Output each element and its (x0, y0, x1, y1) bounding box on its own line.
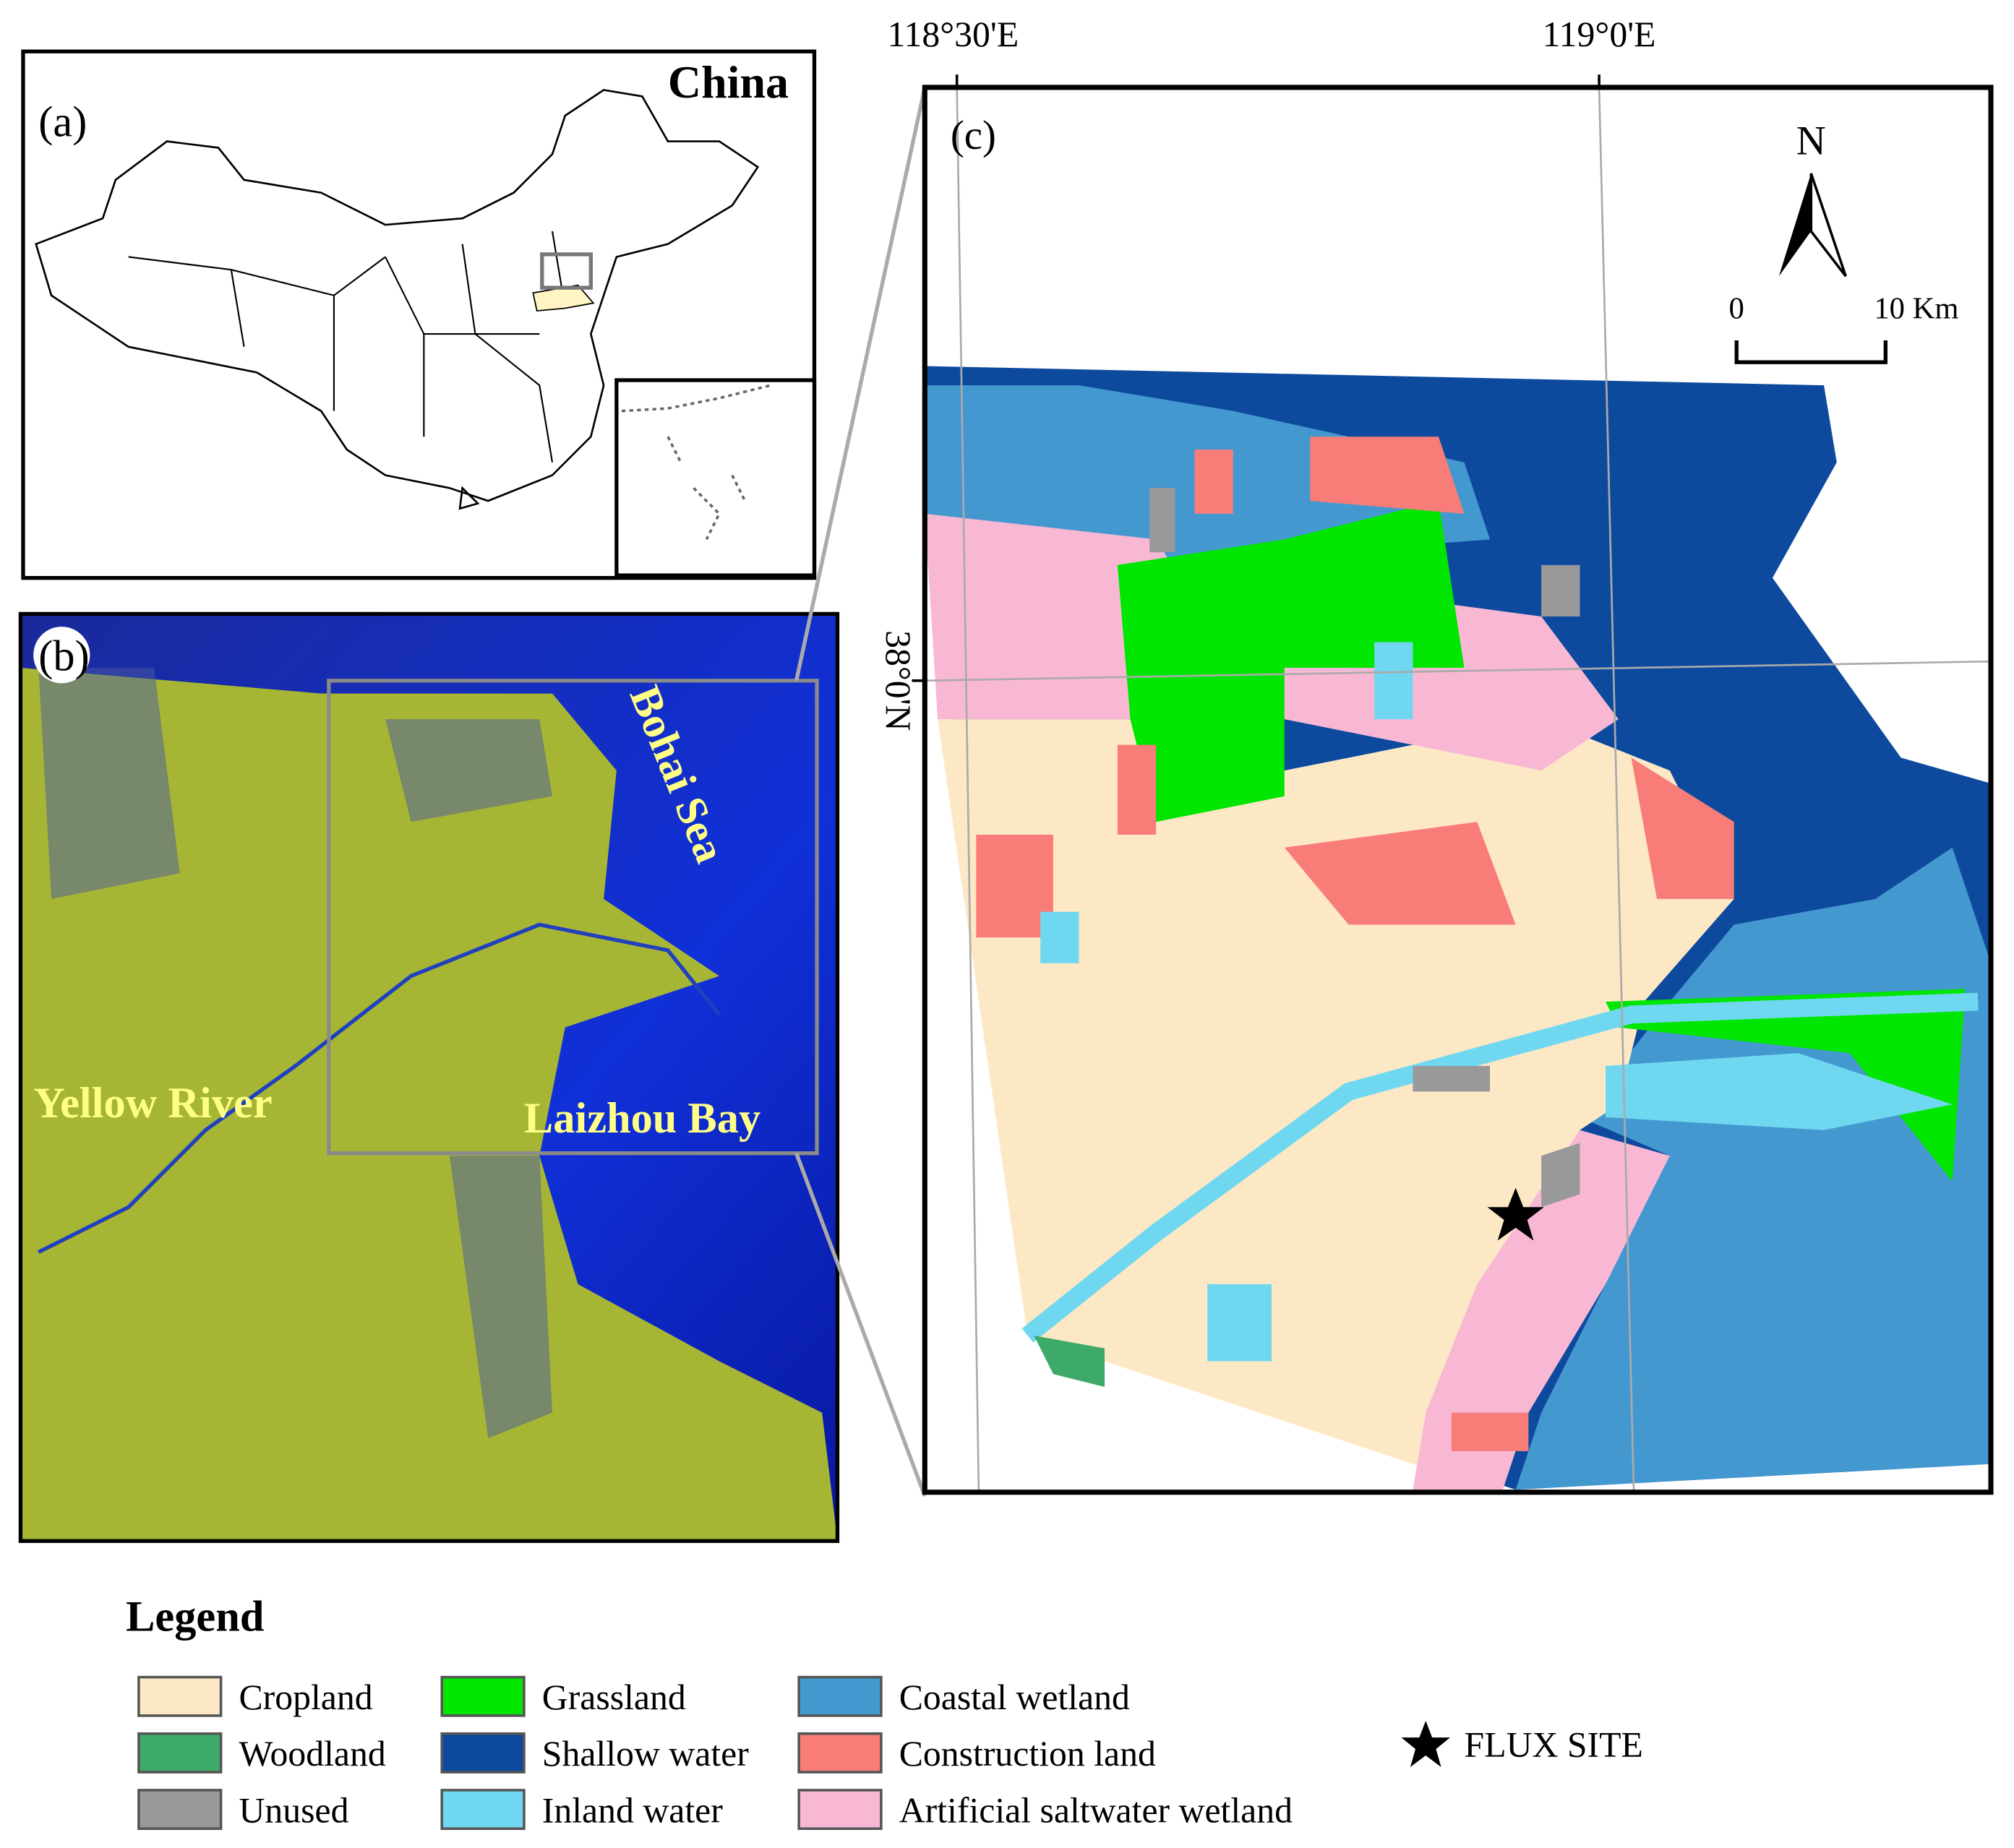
map-title: China (668, 56, 789, 108)
graticule (925, 660, 1992, 682)
land-cover-patch (1451, 1412, 1529, 1451)
legend-swatch (440, 1675, 526, 1717)
annotation: Laizhou Bay (524, 1094, 760, 1143)
land-cover-patch (1310, 437, 1465, 514)
legend-swatch (137, 1675, 223, 1717)
land-cover-patch (1040, 911, 1079, 963)
legend-swatch (440, 1732, 526, 1774)
zoom-line (794, 1152, 927, 1497)
land-cover-patch (1374, 642, 1413, 720)
legend-label: Cropland (239, 1677, 372, 1717)
land-cover-patch (976, 835, 1053, 938)
land-cover-patch (1284, 822, 1516, 925)
south-china-sea-islands (621, 384, 771, 541)
land-cover-patch (1631, 757, 1734, 899)
legend-label: Shallow water (542, 1734, 749, 1774)
legend-label: Woodland (239, 1734, 385, 1774)
land-texture (38, 668, 553, 1439)
legend-swatch (137, 1732, 223, 1774)
china-outline (35, 89, 760, 510)
legend-label: Unused (239, 1790, 348, 1830)
inset-frame (614, 378, 817, 577)
land-cover-patch (1541, 1143, 1580, 1208)
latitude-label: 38°0'N (878, 630, 918, 731)
land-cover-patch (1117, 501, 1465, 822)
panel-frame (922, 85, 1994, 1495)
land-cover-patch (1207, 1284, 1272, 1362)
legend-marker (1401, 1720, 1450, 1767)
legend-label: Construction land (899, 1734, 1156, 1774)
land-cover-patch (1413, 1065, 1491, 1092)
province-borders (128, 231, 566, 463)
label-backdrop (33, 627, 90, 684)
panel-frame (18, 611, 840, 1543)
legend-label: Inland water (542, 1790, 723, 1830)
legend-swatch (797, 1675, 883, 1717)
study-area-box (540, 252, 593, 290)
land-cover-patch (1021, 992, 1979, 1343)
legend-title: Legend (126, 1593, 264, 1641)
land-cover-patch (1117, 744, 1157, 835)
annotation: Yellow River (33, 1079, 272, 1127)
zoom-line (794, 87, 927, 682)
panel-label: (a) (38, 98, 87, 146)
flux-site (1487, 1187, 1544, 1241)
legend-label: FLUX SITE (1465, 1725, 1643, 1765)
land-cover-patch (1541, 564, 1580, 616)
scale-label: 0 (1729, 292, 1744, 326)
extent-box (327, 679, 819, 1156)
legend-swatch (797, 1732, 883, 1774)
land-cover-patch (1034, 1335, 1105, 1388)
legend-swatch (137, 1789, 223, 1831)
graticule (956, 87, 980, 1492)
longitude-label: 119°0'E (1543, 14, 1656, 54)
land-cover-patch (1149, 488, 1175, 553)
north-label: N (1796, 118, 1826, 163)
yellow-river-line (38, 922, 721, 1254)
land-cover-patch (1605, 989, 1966, 1182)
graticule (1598, 87, 1635, 1492)
panel-a: (a) China (21, 49, 817, 580)
legend-label: Artificial saltwater wetland (899, 1790, 1293, 1830)
scale-bar (1734, 340, 1887, 364)
longitude-label: 118°30'E (887, 14, 1019, 54)
panel-label: (c) (951, 113, 996, 158)
land (20, 668, 838, 1542)
legend-swatch (440, 1789, 526, 1831)
legend: Legend FLUX SITE Cropland Woodland Unused G… (126, 1593, 1643, 1831)
scale-label: 10 Km (1874, 292, 1958, 326)
panel-label: (b) (38, 632, 89, 681)
land-cover-patch (1605, 1053, 1953, 1130)
north-arrow (1809, 173, 1847, 278)
legend-label: Coastal wetland (899, 1677, 1130, 1717)
land-cover-patch (1413, 1130, 1670, 1490)
panel-b: (b) Bohai Sea Yellow River Laizhou Bay (18, 611, 840, 1543)
land-cover-patch (1194, 449, 1233, 514)
legend-swatch (797, 1789, 883, 1831)
legend-label: Grassland (542, 1677, 686, 1717)
panel-c: 118°30'E 119°0'E 38°0'N (c) N 0 10 Km (878, 14, 1994, 1495)
